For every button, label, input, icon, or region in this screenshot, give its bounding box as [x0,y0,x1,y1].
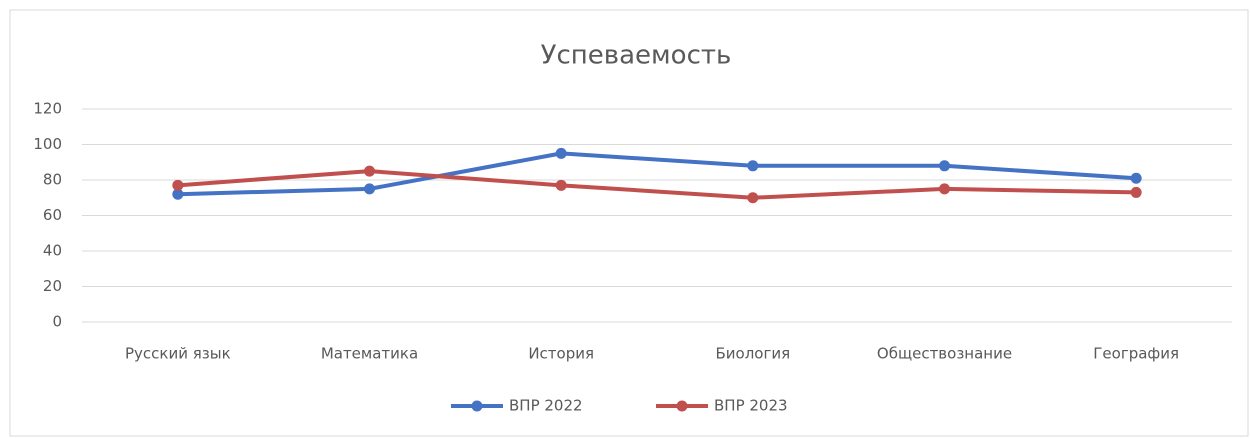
y-tick-label: 60 [43,206,62,224]
y-tick-label: 40 [43,242,62,260]
legend-marker [676,400,688,412]
x-tick-label: Математика [321,345,418,363]
point [555,147,567,159]
legend-label: ВПР 2023 [714,397,788,415]
point [555,179,567,191]
point [172,188,184,200]
x-tick-label: История [528,345,594,363]
point [364,183,375,195]
point [747,192,759,204]
y-tick-label: 80 [43,171,62,189]
point [172,179,184,191]
y-tick-label: 120 [33,100,62,118]
point [1130,186,1142,198]
y-tick-label: 20 [43,277,62,295]
x-tick-label: Биология [716,345,791,363]
chart-frame [9,9,1249,437]
y-tick-label: 0 [52,313,62,331]
x-tick-label: География [1093,345,1179,363]
point [939,183,950,195]
legend-label: ВПР 2022 [509,397,583,415]
legend-marker [471,400,483,412]
series-line [177,169,1137,200]
point [364,165,375,177]
x-tick-label: Обществознание [877,345,1012,363]
point [939,160,950,172]
point [1130,172,1142,184]
series-line [177,151,1137,197]
chart-title: Успеваемость [541,41,732,71]
x-tick-label: Русский язык [125,345,231,363]
y-tick-label: 100 [33,135,62,153]
point [747,160,759,172]
